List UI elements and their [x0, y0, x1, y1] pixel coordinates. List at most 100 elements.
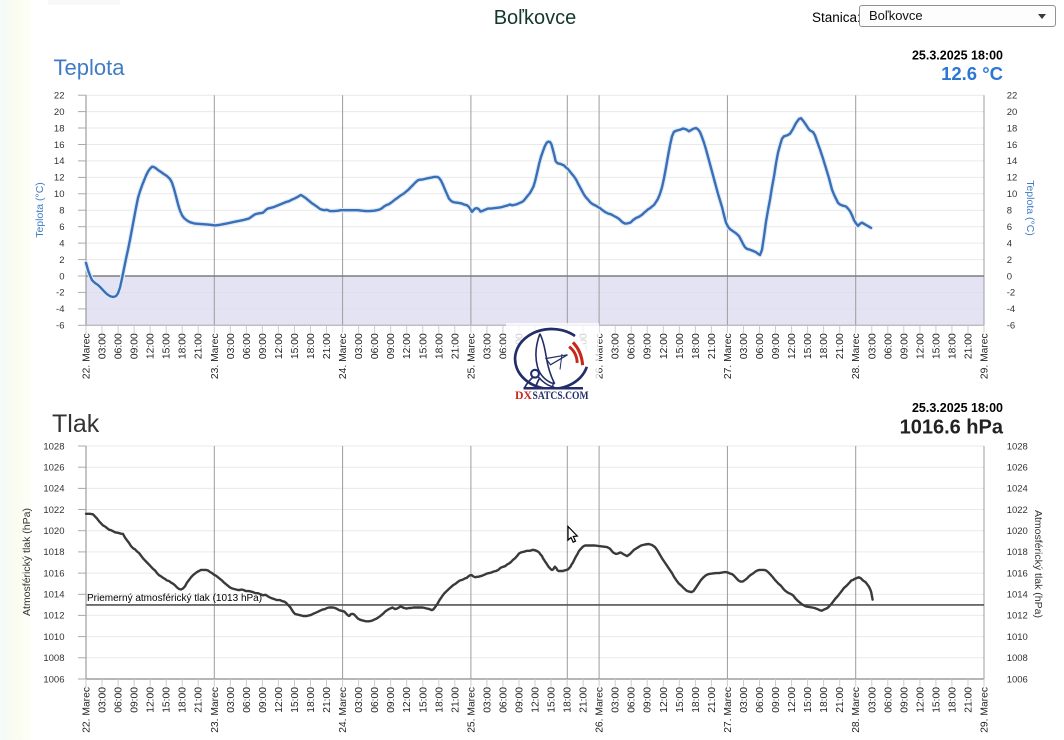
svg-text:-6: -6	[1007, 321, 1015, 332]
svg-text:1016.6 hPa: 1016.6 hPa	[900, 417, 1004, 439]
svg-text:1024: 1024	[43, 484, 64, 495]
svg-text:8: 8	[59, 206, 64, 217]
svg-text:09:00: 09:00	[771, 333, 782, 359]
svg-text:6: 6	[59, 222, 64, 233]
svg-text:1020: 1020	[43, 526, 64, 537]
svg-text:Atmosférický tlak (hPa): Atmosférický tlak (hPa)	[1032, 510, 1044, 618]
svg-text:12.6 °C: 12.6 °C	[941, 63, 1003, 84]
svg-text:12:00: 12:00	[402, 687, 413, 713]
svg-text:03:00: 03:00	[482, 687, 493, 713]
svg-text:15:00: 15:00	[547, 687, 558, 713]
svg-text:12:00: 12:00	[402, 333, 413, 359]
svg-text:SATCS.COM: SATCS.COM	[533, 390, 589, 402]
svg-text:03:00: 03:00	[354, 687, 365, 713]
svg-text:6: 6	[1007, 222, 1012, 233]
svg-text:10: 10	[1007, 189, 1018, 200]
svg-text:1018: 1018	[1007, 547, 1028, 558]
svg-text:18:00: 18:00	[178, 687, 189, 713]
svg-text:06:00: 06:00	[883, 333, 894, 359]
svg-text:18:00: 18:00	[306, 333, 317, 359]
svg-text:03:00: 03:00	[226, 333, 237, 359]
svg-text:25. Marec: 25. Marec	[466, 333, 477, 379]
svg-text:09:00: 09:00	[130, 687, 141, 713]
svg-text:Priemerný atmosférický tlak (1: Priemerný atmosférický tlak (1013 hPa)	[87, 593, 262, 604]
svg-text:1014: 1014	[1007, 590, 1028, 601]
svg-text:12:00: 12:00	[915, 333, 926, 359]
svg-text:18:00: 18:00	[434, 333, 445, 359]
svg-text:25.3.2025 18:00: 25.3.2025 18:00	[912, 49, 1003, 63]
svg-text:18:00: 18:00	[563, 687, 574, 713]
svg-text:Teplota (°C): Teplota (°C)	[34, 182, 46, 238]
svg-text:1006: 1006	[1007, 674, 1028, 685]
svg-text:15:00: 15:00	[418, 687, 429, 713]
svg-text:12:00: 12:00	[274, 333, 285, 359]
svg-text:-6: -6	[56, 321, 64, 332]
svg-text:15:00: 15:00	[675, 687, 686, 713]
svg-text:1016: 1016	[43, 568, 64, 579]
svg-text:1028: 1028	[1007, 441, 1028, 452]
svg-text:12:00: 12:00	[146, 333, 157, 359]
svg-text:12:00: 12:00	[787, 687, 798, 713]
svg-text:15:00: 15:00	[162, 687, 173, 713]
svg-text:22. Marec: 22. Marec	[82, 333, 93, 379]
svg-text:03:00: 03:00	[867, 687, 878, 713]
svg-text:23. Marec: 23. Marec	[210, 333, 221, 379]
svg-text:1026: 1026	[1007, 463, 1028, 474]
svg-text:1020: 1020	[1007, 526, 1028, 537]
svg-text:1006: 1006	[43, 674, 64, 685]
svg-text:06:00: 06:00	[627, 333, 638, 359]
svg-text:14: 14	[54, 156, 65, 167]
svg-text:18:00: 18:00	[306, 687, 317, 713]
svg-text:Teplota (°C): Teplota (°C)	[1024, 180, 1036, 236]
svg-text:27. Marec: 27. Marec	[723, 687, 734, 733]
svg-text:1010: 1010	[43, 632, 64, 643]
svg-text:18:00: 18:00	[947, 687, 958, 713]
svg-text:12:00: 12:00	[659, 687, 670, 713]
svg-text:06:00: 06:00	[370, 333, 381, 359]
svg-text:26. Marec: 26. Marec	[595, 333, 606, 379]
svg-text:09:00: 09:00	[258, 687, 269, 713]
svg-text:21:00: 21:00	[707, 333, 718, 359]
svg-text:16: 16	[1007, 140, 1018, 151]
svg-text:03:00: 03:00	[98, 687, 109, 713]
svg-text:Atmosférický tlak (hPa): Atmosférický tlak (hPa)	[21, 508, 33, 616]
svg-text:06:00: 06:00	[755, 333, 766, 359]
svg-text:24. Marec: 24. Marec	[338, 333, 349, 379]
svg-text:1008: 1008	[43, 653, 64, 664]
svg-text:-2: -2	[56, 288, 64, 299]
svg-text:1024: 1024	[1007, 484, 1028, 495]
svg-text:1008: 1008	[1007, 653, 1028, 664]
svg-text:06:00: 06:00	[114, 687, 125, 713]
svg-text:15:00: 15:00	[931, 333, 942, 359]
svg-text:12:00: 12:00	[146, 687, 157, 713]
svg-text:22. Marec: 22. Marec	[82, 687, 93, 733]
svg-text:15:00: 15:00	[418, 333, 429, 359]
svg-text:12:00: 12:00	[659, 333, 670, 359]
svg-text:12:00: 12:00	[531, 687, 542, 713]
svg-text:21:00: 21:00	[450, 333, 461, 359]
svg-text:1014: 1014	[43, 590, 64, 601]
svg-text:29. Marec: 29. Marec	[980, 687, 991, 733]
svg-text:25.3.2025 18:00: 25.3.2025 18:00	[912, 401, 1003, 415]
svg-text:09:00: 09:00	[258, 333, 269, 359]
svg-text:09:00: 09:00	[130, 333, 141, 359]
svg-text:1010: 1010	[1007, 632, 1028, 643]
svg-text:15:00: 15:00	[675, 333, 686, 359]
svg-text:21:00: 21:00	[194, 333, 205, 359]
svg-text:18:00: 18:00	[819, 687, 830, 713]
svg-text:-4: -4	[1007, 304, 1015, 315]
svg-text:09:00: 09:00	[515, 687, 526, 713]
svg-text:1012: 1012	[1007, 611, 1028, 622]
svg-text:1026: 1026	[43, 463, 64, 474]
svg-text:12:00: 12:00	[787, 333, 798, 359]
svg-text:4: 4	[1007, 238, 1012, 249]
svg-text:18:00: 18:00	[691, 687, 702, 713]
svg-text:20: 20	[1007, 107, 1018, 118]
svg-text:09:00: 09:00	[771, 687, 782, 713]
svg-text:20: 20	[54, 107, 65, 118]
svg-text:21:00: 21:00	[450, 687, 461, 713]
svg-text:06:00: 06:00	[114, 333, 125, 359]
svg-text:18:00: 18:00	[434, 687, 445, 713]
svg-text:03:00: 03:00	[354, 333, 365, 359]
svg-text:03:00: 03:00	[611, 333, 622, 359]
